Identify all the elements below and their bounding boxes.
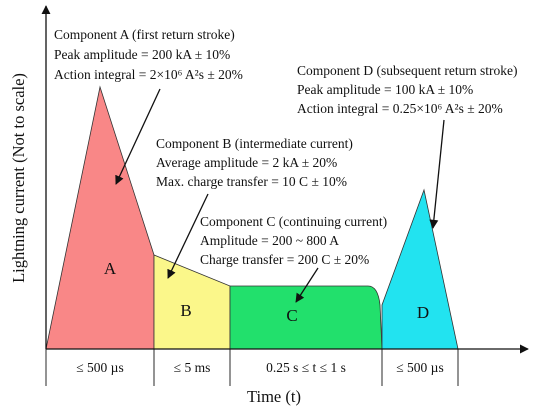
component-d-annotation: Component D (subsequent return stroke) P… — [297, 63, 517, 116]
annotation-line: Component C (continuing current) — [200, 214, 387, 229]
component-c-shape — [229, 285, 383, 350]
component-a-arrow — [115, 88, 161, 185]
annotation-line: Component A (first return stroke) — [54, 27, 235, 42]
component-c-arrow — [295, 267, 319, 303]
annotation-line: Amplitude = 200 ~ 800 A — [200, 233, 339, 248]
component-b-arrow — [167, 193, 209, 279]
component-b-duration: ≤ 5 ms — [174, 360, 211, 375]
component-a-duration: ≤ 500 µs — [76, 360, 123, 375]
x-axis-label: Time (t) — [247, 387, 301, 406]
component-d-arrow — [429, 119, 445, 229]
component-a-shape — [45, 85, 155, 350]
component-b-letter: B — [180, 301, 191, 320]
y-axis-label: Lightning current (Not to scale) — [9, 73, 28, 283]
component-c-letter: C — [286, 306, 297, 325]
annotation-line: Peak amplitude = 200 kA ± 10% — [54, 47, 230, 62]
annotation-line: Component D (subsequent return stroke) — [297, 63, 517, 78]
component-a-annotation: Component A (first return stroke) Peak a… — [54, 27, 243, 82]
component-d-duration: ≤ 500 µs — [396, 360, 443, 375]
component-c-duration: 0.25 s ≤ t ≤ 1 s — [266, 360, 346, 375]
component-b-annotation: Component B (intermediate current) Avera… — [156, 136, 353, 189]
component-a-letter: A — [104, 259, 117, 278]
annotation-line: Component B (intermediate current) — [156, 136, 353, 151]
annotation-line: Average amplitude = 2 kA ± 20% — [156, 155, 337, 170]
annotation-line: Action integral = 2×10⁶ A²s ± 20% — [54, 67, 243, 82]
component-d-shape — [381, 188, 459, 350]
component-c-annotation: Component C (continuing current) Amplitu… — [200, 214, 387, 267]
annotation-line: Charge transfer = 200 C ± 20% — [200, 252, 369, 267]
annotation-line: Action integral = 0.25×10⁶ A²s ± 20% — [297, 101, 503, 116]
component-b-shape — [153, 254, 231, 350]
component-d-letter: D — [417, 303, 429, 322]
annotation-line: Peak amplitude = 100 kA ± 10% — [297, 82, 473, 97]
annotation-line: Max. charge transfer = 10 C ± 10% — [156, 174, 347, 189]
